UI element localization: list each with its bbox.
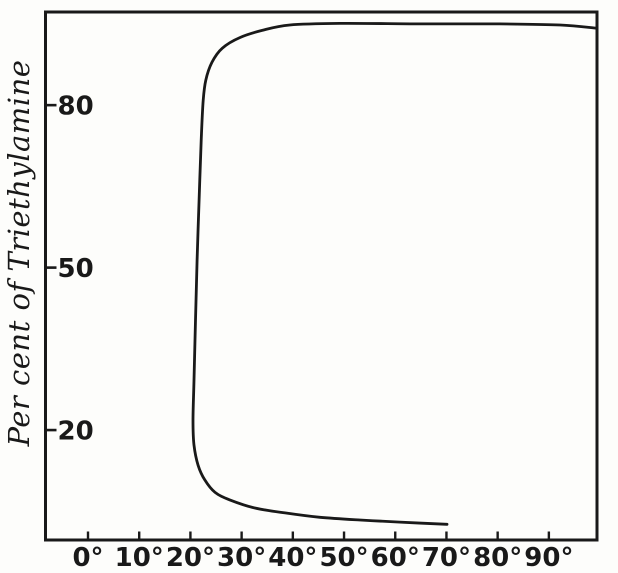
y-tick-label-50: 50 [58, 254, 94, 284]
y-axis-label: Per cent of Triethylamine [2, 59, 36, 447]
x-tick-label-10: 10° [115, 543, 164, 573]
y-tick-label-80: 80 [58, 92, 94, 122]
plot-frame [44, 10, 599, 542]
x-tick-label-60: 60° [371, 543, 420, 573]
x-tick-label-40: 40° [268, 543, 317, 573]
x-tick-label-30: 30° [217, 543, 266, 573]
y-tick-label-20: 20 [58, 417, 94, 447]
x-tick-label-90: 90° [524, 543, 573, 573]
x-tick-label-20: 20° [166, 543, 215, 573]
x-tick-label-50: 50° [319, 543, 368, 573]
x-tick-label-80: 80° [473, 543, 522, 573]
x-tick-label-0: 0° [72, 543, 103, 573]
x-tick-label-70: 70° [422, 543, 471, 573]
solubility-curve [191, 21, 599, 526]
